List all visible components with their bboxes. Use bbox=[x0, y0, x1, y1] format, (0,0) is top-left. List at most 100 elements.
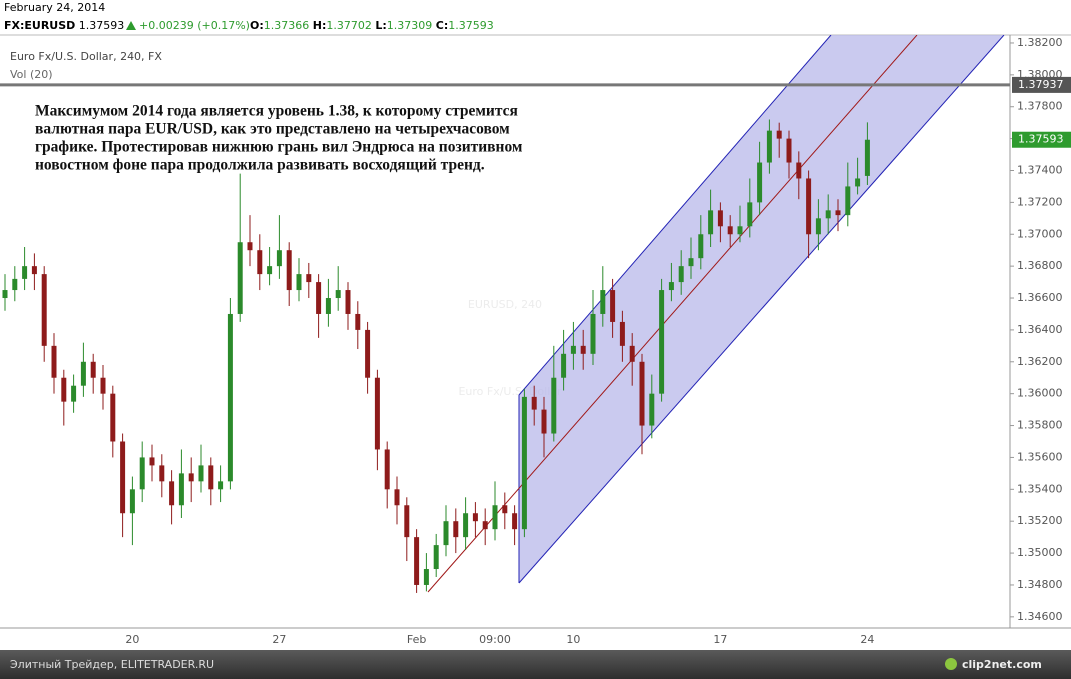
candle-body bbox=[325, 298, 331, 314]
candle-body bbox=[463, 513, 469, 538]
candle-body bbox=[71, 385, 77, 402]
candle-body bbox=[433, 545, 439, 570]
candle-body bbox=[727, 226, 733, 235]
candle-body bbox=[825, 210, 831, 219]
change: +0.00239 (+0.17%) bbox=[139, 19, 250, 32]
y-tick-label: 1.36200 bbox=[1017, 355, 1063, 368]
candle-body bbox=[306, 274, 312, 283]
ohlc-key: C: bbox=[436, 19, 448, 32]
ohlc-value: 1.37702 bbox=[326, 19, 372, 32]
x-tick-label: Feb bbox=[407, 633, 426, 646]
channel-upper bbox=[518, 35, 832, 396]
watermark: EURUSD, 240 bbox=[468, 298, 542, 311]
candle-body bbox=[659, 290, 665, 394]
candle-body bbox=[629, 345, 635, 362]
x-tick-label: 20 bbox=[125, 633, 139, 646]
candle-body bbox=[80, 361, 86, 386]
candle-body bbox=[492, 505, 498, 530]
candle-body bbox=[737, 226, 743, 235]
candle-body bbox=[845, 186, 851, 216]
candle-body bbox=[61, 377, 67, 402]
candle-body bbox=[512, 513, 518, 530]
candle-body bbox=[267, 266, 273, 275]
candle-body bbox=[570, 345, 576, 354]
brand: clip2net.com bbox=[962, 658, 1042, 671]
candle-body bbox=[678, 266, 684, 283]
candle-body bbox=[276, 250, 282, 267]
candle-body bbox=[521, 396, 527, 530]
candle-body bbox=[551, 377, 557, 434]
y-tick-label: 1.37800 bbox=[1017, 100, 1063, 113]
channel-lower bbox=[518, 35, 1005, 584]
candle-body bbox=[286, 250, 292, 291]
candle-body bbox=[374, 377, 380, 450]
y-tick-label: 1.36600 bbox=[1017, 291, 1063, 304]
candle-body bbox=[717, 210, 723, 227]
last-price-label: 1.37593 bbox=[1018, 133, 1064, 146]
y-tick-label: 1.35800 bbox=[1017, 419, 1063, 432]
candle-body bbox=[864, 139, 870, 176]
candle-body bbox=[355, 313, 361, 330]
candle-body bbox=[41, 274, 47, 346]
price-line-box bbox=[1012, 76, 1071, 93]
candle-body bbox=[227, 313, 233, 482]
logo-icon bbox=[945, 658, 957, 670]
y-tick-label: 1.35200 bbox=[1017, 514, 1063, 527]
candle-body bbox=[855, 178, 861, 187]
y-tick-label: 1.36400 bbox=[1017, 323, 1063, 336]
candle-body bbox=[129, 489, 135, 514]
footer-text: Элитный Трейдер, ELITETRADER.RU bbox=[10, 658, 214, 671]
y-tick-label: 1.36800 bbox=[1017, 259, 1063, 272]
chart-subtitle: Vol (20) bbox=[10, 68, 53, 81]
annotation-line: новостном фоне пара продолжила развивать… bbox=[35, 157, 485, 174]
candle-body bbox=[169, 481, 175, 506]
footer bbox=[0, 650, 1071, 679]
ohlc-key: L: bbox=[375, 19, 386, 32]
annotation-line: валютная пара EUR/USD, как это представл… bbox=[35, 121, 510, 138]
candle-body bbox=[257, 250, 263, 275]
candle-body bbox=[110, 393, 116, 442]
candle-body bbox=[22, 266, 28, 279]
candle-body bbox=[796, 162, 802, 179]
candle-body bbox=[806, 178, 812, 235]
candle-body bbox=[688, 258, 694, 267]
y-tick-label: 1.36000 bbox=[1017, 387, 1063, 400]
candle-body bbox=[208, 465, 214, 490]
candle-body bbox=[619, 321, 625, 346]
ohlc-key: H: bbox=[313, 19, 327, 32]
candle-body bbox=[561, 353, 567, 378]
x-tick-label: 09:00 bbox=[479, 633, 511, 646]
x-tick-label: 24 bbox=[860, 633, 874, 646]
candle-body bbox=[835, 210, 841, 216]
candle-body bbox=[757, 162, 763, 203]
chart-title: Euro Fx/U.S. Dollar, 240, FX bbox=[10, 50, 162, 63]
candles bbox=[2, 119, 870, 593]
candle-body bbox=[610, 290, 616, 322]
candle-body bbox=[237, 242, 243, 314]
candle-body bbox=[404, 505, 410, 538]
ohlc: O:1.37366 H:1.37702 L:1.37309 C:1.37593 bbox=[250, 19, 494, 32]
candle-body bbox=[766, 130, 772, 163]
candle-body bbox=[815, 218, 821, 235]
ohlc-value: 1.37309 bbox=[387, 19, 433, 32]
candle-body bbox=[423, 569, 429, 585]
date: February 24, 2014 bbox=[4, 1, 105, 14]
candle-body bbox=[639, 361, 645, 426]
y-tick-label: 1.37000 bbox=[1017, 227, 1063, 240]
candle-body bbox=[649, 393, 655, 426]
candle-body bbox=[482, 521, 488, 530]
candle-body bbox=[502, 505, 508, 514]
candle-body bbox=[51, 345, 57, 378]
candle-body bbox=[159, 465, 165, 482]
candle-body bbox=[590, 313, 596, 354]
candle-body bbox=[747, 202, 753, 227]
candle-body bbox=[139, 457, 145, 490]
candle-body bbox=[414, 537, 420, 585]
ohlc-value: 1.37366 bbox=[264, 19, 310, 32]
quote-line: FX:EURUSD 1.37593 bbox=[4, 19, 124, 32]
candle-body bbox=[149, 457, 155, 466]
candle-body bbox=[120, 441, 126, 514]
y-tick-label: 1.37200 bbox=[1017, 195, 1063, 208]
last: 1.37593 bbox=[79, 19, 125, 32]
candle-body bbox=[600, 290, 606, 314]
